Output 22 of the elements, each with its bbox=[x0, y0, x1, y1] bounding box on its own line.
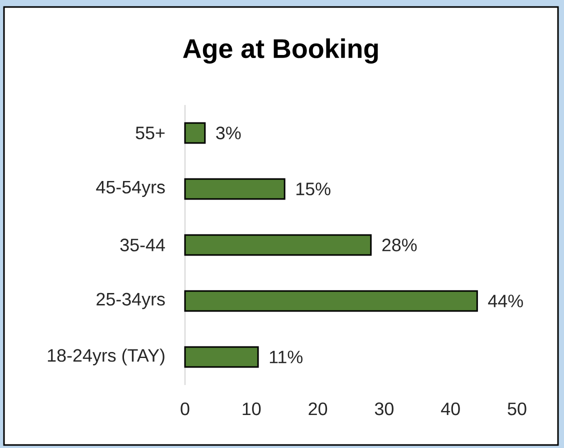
x-tick-label: 10 bbox=[242, 402, 261, 416]
x-tick-label: 20 bbox=[308, 402, 328, 416]
y-tick-label: 55+ bbox=[136, 126, 165, 140]
bar bbox=[184, 290, 478, 312]
y-tick-label: 45-54yrs bbox=[96, 180, 165, 198]
x-tick-label: 50 bbox=[508, 402, 526, 416]
x-tick-label: 40 bbox=[441, 402, 460, 416]
bar bbox=[184, 346, 259, 368]
bar bbox=[184, 234, 372, 256]
y-tick-label: 35-44 bbox=[120, 238, 165, 252]
y-tick-label: 18-24yrs (TAY) bbox=[48, 348, 164, 366]
bar bbox=[184, 178, 286, 200]
x-tick-label: 0 bbox=[180, 402, 190, 416]
data-label: 44% bbox=[488, 294, 523, 308]
bar bbox=[184, 122, 206, 144]
data-label: 11% bbox=[270, 350, 302, 364]
x-tick-label: 30 bbox=[374, 402, 394, 416]
y-tick-label: 25-34yrs bbox=[96, 292, 165, 310]
chart-title: Age at Booking bbox=[183, 38, 378, 64]
data-label: 28% bbox=[382, 238, 417, 252]
data-label: 3% bbox=[216, 126, 241, 140]
data-label: 15% bbox=[296, 182, 330, 196]
